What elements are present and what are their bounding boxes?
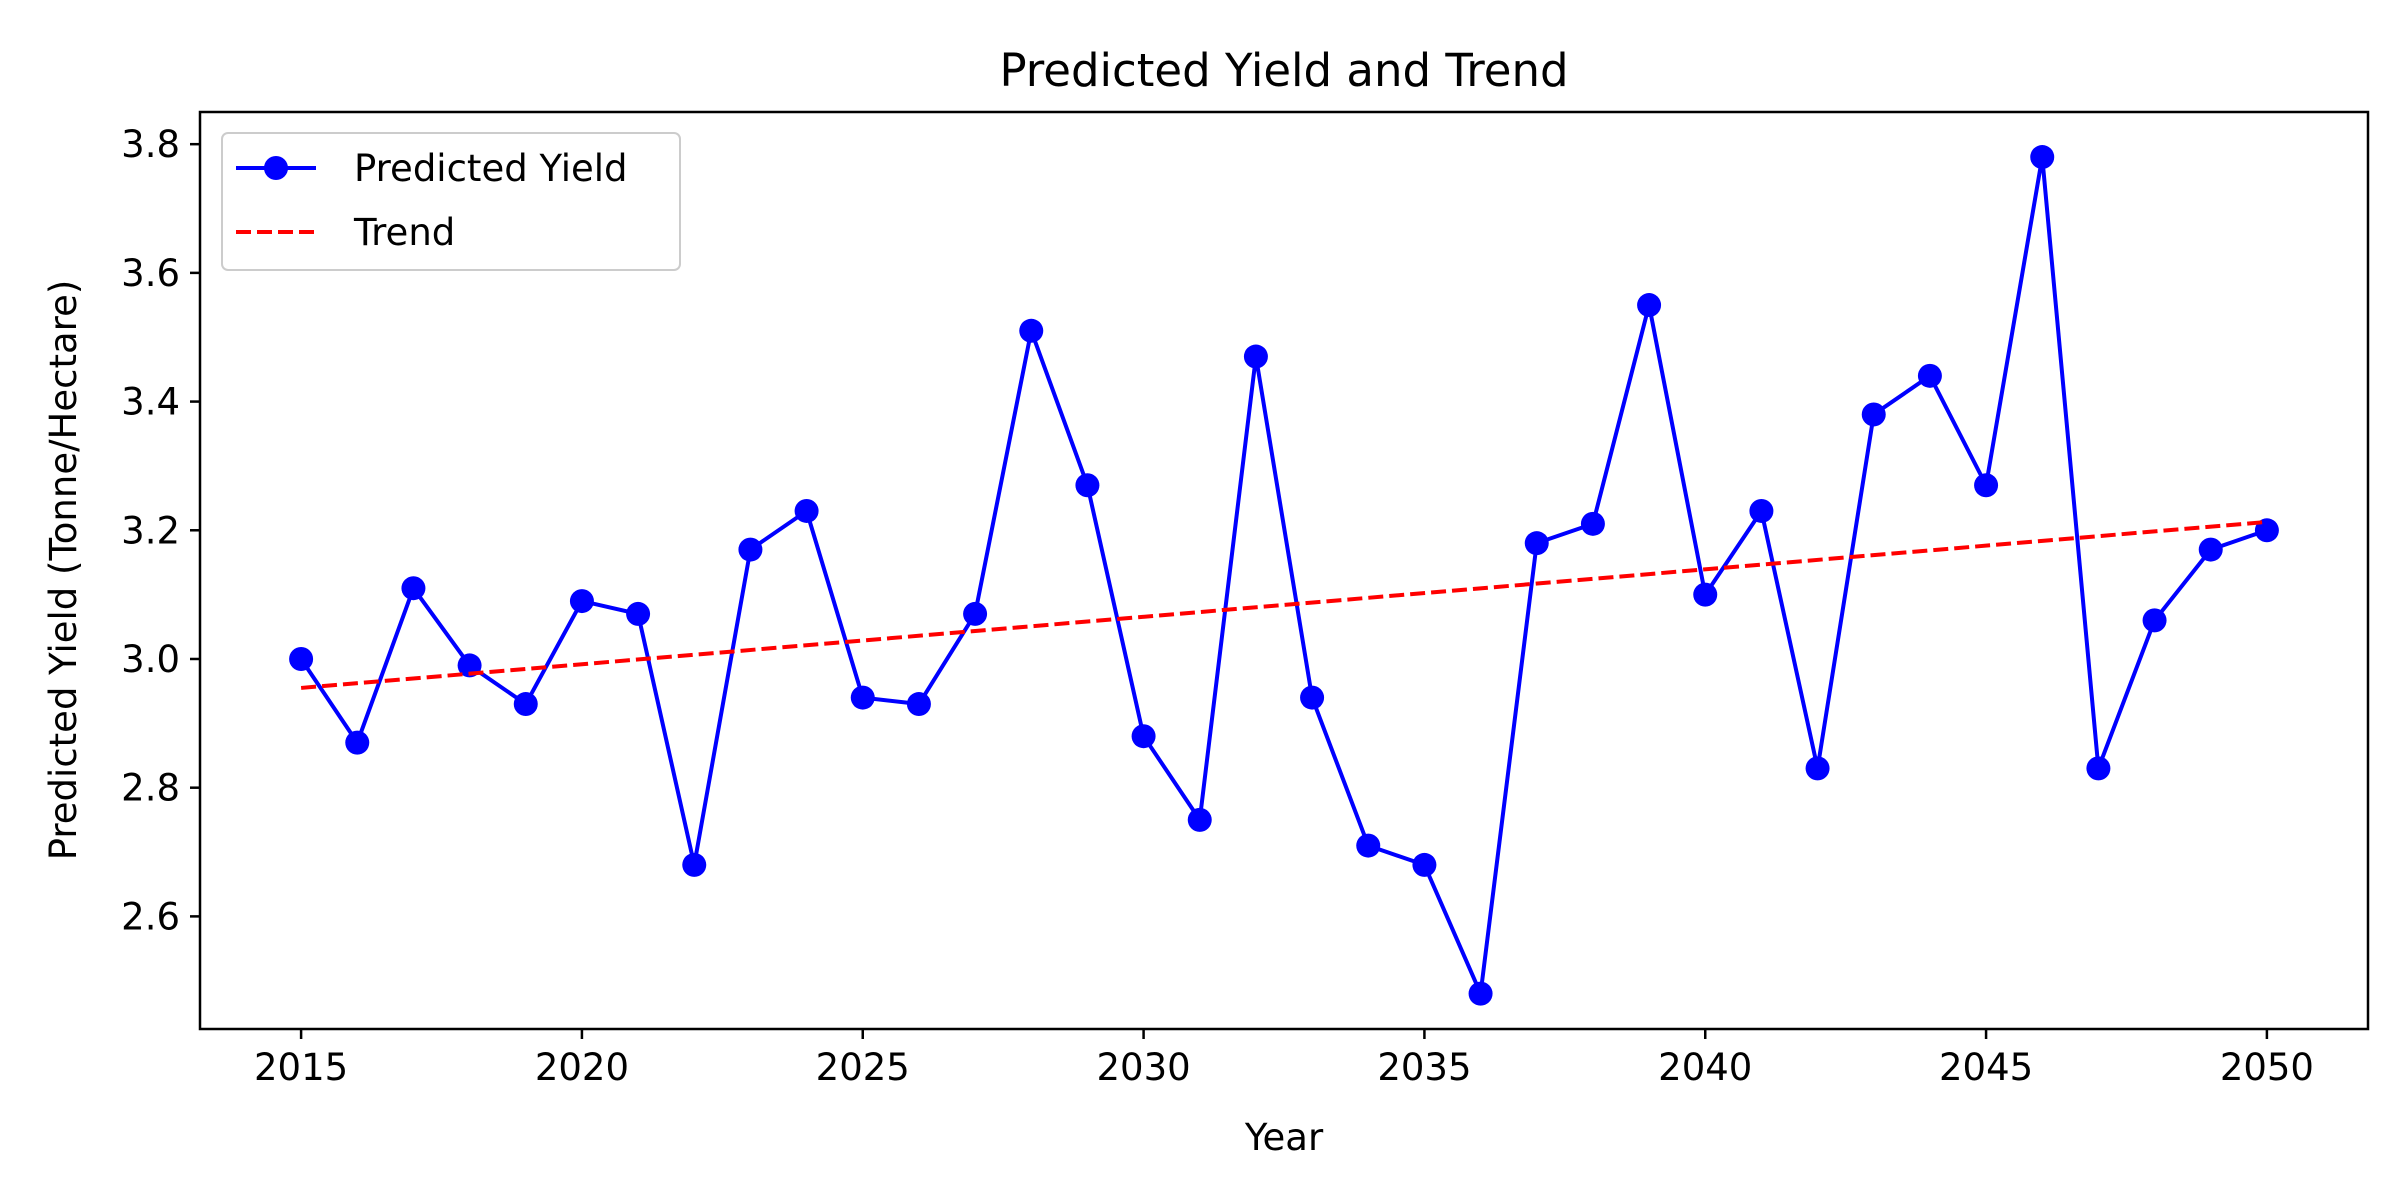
- data-point-predicted-yield: [513, 692, 538, 717]
- data-point-predicted-yield: [345, 730, 370, 755]
- y-tick-label: 3.8: [121, 123, 180, 166]
- data-point-predicted-yield: [1749, 498, 1774, 523]
- data-point-predicted-yield: [1468, 981, 1493, 1006]
- data-point-predicted-yield: [2030, 145, 2055, 170]
- data-point-predicted-yield: [850, 685, 875, 710]
- plot-frame: [198, 110, 2370, 1031]
- y-tick-label: 3.0: [121, 638, 180, 681]
- x-tick-label: 2025: [816, 1046, 910, 1089]
- x-tick-label: 2045: [1939, 1046, 2033, 1089]
- data-point-predicted-yield: [1974, 473, 1999, 498]
- data-point-predicted-yield: [1524, 531, 1549, 556]
- data-point-predicted-yield: [626, 601, 651, 626]
- y-tick-label: 2.6: [121, 895, 180, 938]
- x-tick-label: 2035: [1377, 1046, 1471, 1089]
- x-tick-label: 2015: [254, 1046, 348, 1089]
- legend: Predicted Yield Trend: [221, 132, 681, 271]
- y-axis-title: Predicted Yield (Tonne/Hectare): [42, 280, 85, 861]
- y-tick-label: 3.6: [121, 252, 180, 295]
- legend-label-predicted-yield: Predicted Yield: [354, 147, 628, 190]
- data-point-predicted-yield: [682, 852, 707, 877]
- data-point-predicted-yield: [1861, 402, 1886, 427]
- data-point-predicted-yield: [1243, 344, 1268, 369]
- axes: 2015 2020 2025 2030 2035 2040 2045 2050 2.6 2.8 3.…: [121, 123, 2314, 1089]
- chart-title: Predicted Yield and Trend: [999, 44, 1568, 97]
- data-point-predicted-yield: [1300, 685, 1325, 710]
- data-point-predicted-yield: [1187, 807, 1212, 832]
- legend-predicted-yield-marker: [264, 156, 288, 180]
- data-point-predicted-yield: [1693, 582, 1718, 607]
- data-point-predicted-yield: [1805, 756, 1830, 781]
- data-point-predicted-yield: [289, 646, 314, 671]
- data-point-predicted-yield: [1412, 852, 1437, 877]
- data-point-predicted-yield: [906, 692, 931, 717]
- data-point-predicted-yield: [794, 498, 819, 523]
- data-point-predicted-yield: [1637, 293, 1662, 318]
- x-tick-label: 2030: [1096, 1046, 1190, 1089]
- data-point-predicted-yield: [401, 576, 426, 601]
- data-point-predicted-yield: [1131, 724, 1156, 749]
- data-layer: [289, 145, 2279, 1006]
- data-point-predicted-yield: [1356, 833, 1381, 858]
- legend-box: [221, 132, 681, 271]
- data-point-predicted-yield: [2198, 537, 2223, 562]
- x-tick-label: 2050: [2220, 1046, 2314, 1089]
- data-point-predicted-yield: [569, 589, 594, 614]
- data-point-predicted-yield: [1917, 363, 1942, 388]
- data-point-predicted-yield: [1580, 511, 1605, 536]
- data-point-predicted-yield: [1075, 473, 1100, 498]
- legend-label-trend: Trend: [353, 211, 455, 254]
- data-point-predicted-yield: [2086, 756, 2111, 781]
- data-point-predicted-yield: [1019, 318, 1044, 343]
- data-point-predicted-yield: [963, 601, 988, 626]
- x-tick-label: 2020: [535, 1046, 629, 1089]
- data-point-predicted-yield: [738, 537, 763, 562]
- data-point-predicted-yield: [2142, 608, 2167, 633]
- x-axis-title: Year: [1244, 1116, 1324, 1159]
- series-line-trend: [300, 519, 2268, 690]
- y-tick-label: 2.8: [121, 767, 180, 810]
- y-tick-label: 3.2: [121, 509, 180, 552]
- y-tick-label: 3.4: [121, 381, 180, 424]
- x-tick-label: 2040: [1658, 1046, 1752, 1089]
